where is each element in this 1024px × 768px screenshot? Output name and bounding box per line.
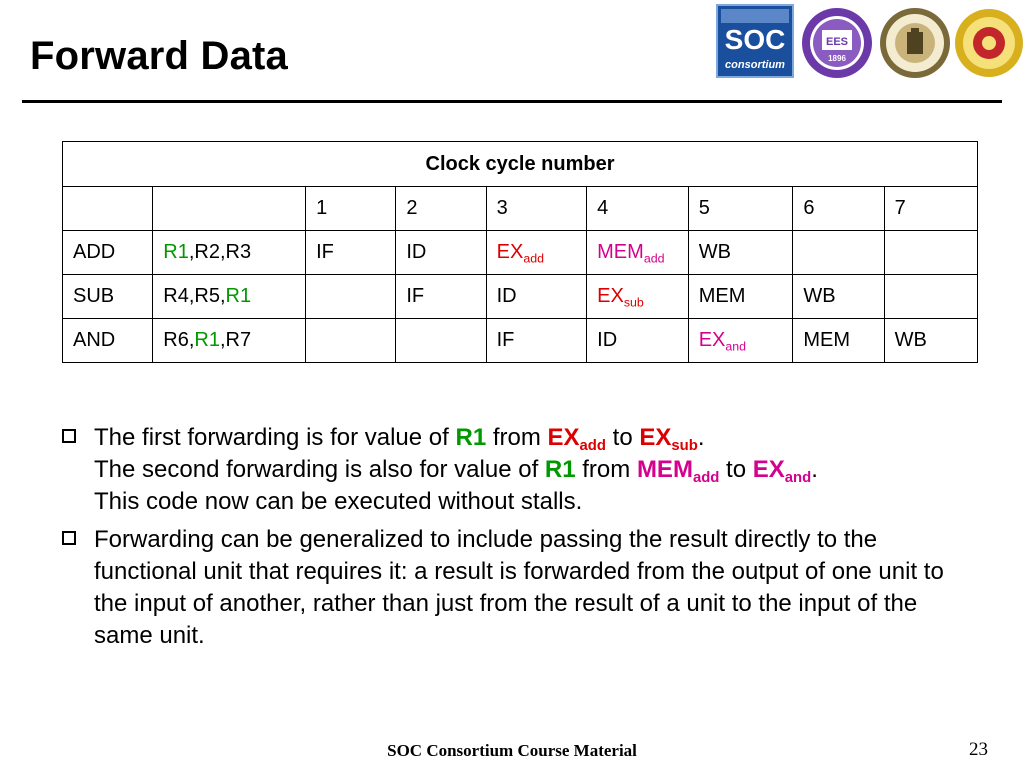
cycle-number: 4 bbox=[586, 186, 689, 231]
table-row-and: AND R6,R1,R7 IF ID EXand MEM WB bbox=[61, 318, 979, 363]
stage-ex: EX bbox=[752, 456, 785, 483]
stage-ex: EX bbox=[597, 285, 624, 307]
checkbox-bullet-icon bbox=[62, 531, 76, 545]
checkbox-bullet-icon bbox=[62, 429, 76, 443]
stage-ex: EX bbox=[496, 241, 524, 263]
stage-cell: ID bbox=[485, 274, 588, 319]
empty-cell bbox=[152, 186, 307, 231]
stage-mem: MEM bbox=[636, 456, 693, 483]
stage-ex: EX bbox=[698, 329, 726, 351]
bullet-item-first-forwarding: The first forwarding is for value of R1 … bbox=[62, 422, 962, 518]
register-r1: R1 bbox=[163, 241, 189, 263]
empty-cell bbox=[883, 230, 979, 275]
stage-cell: WB bbox=[687, 230, 794, 275]
empty-cell bbox=[305, 318, 397, 363]
register-r1: R1 bbox=[544, 456, 576, 483]
stage-cell: MEM bbox=[792, 318, 885, 363]
operand-text: R4,R5, bbox=[163, 285, 226, 307]
footer-text: SOC Consortium Course Material bbox=[387, 741, 637, 760]
cycle-number: 5 bbox=[687, 186, 794, 231]
stage-subscript: sub bbox=[623, 295, 644, 310]
operand-text: ,R2,R3 bbox=[188, 241, 252, 263]
cycle-number: 2 bbox=[395, 186, 487, 231]
instruction-op: SUB bbox=[61, 274, 154, 319]
stage-cell: EXsub bbox=[586, 274, 689, 319]
stage-cell: ID bbox=[395, 230, 487, 275]
stage-cell: MEM bbox=[687, 274, 794, 319]
clock-cycle-header: Clock cycle number bbox=[62, 141, 978, 187]
stage-cell: EXadd bbox=[485, 230, 588, 275]
university-seal-logo bbox=[880, 8, 950, 78]
register-r1: R1 bbox=[194, 329, 220, 351]
operand-text: ,R7 bbox=[219, 329, 252, 351]
soc-consortium-logo: SOC consortium bbox=[716, 4, 794, 78]
stage-subscript: add bbox=[643, 251, 665, 266]
instruction-operands: R1,R2,R3 bbox=[152, 230, 307, 275]
stage-subscript: add bbox=[523, 251, 544, 266]
stage-cell: IF bbox=[485, 318, 588, 363]
instruction-op: ADD bbox=[61, 230, 154, 275]
consortium-logo-text: consortium bbox=[725, 59, 785, 71]
table-header-row: Clock cycle number bbox=[62, 141, 978, 187]
cycle-number: 3 bbox=[485, 186, 588, 231]
empty-cell bbox=[395, 318, 487, 363]
year-logo-text: 1896 bbox=[828, 54, 846, 63]
empty-cell bbox=[61, 186, 154, 231]
cycle-number-row: 1 2 3 4 5 6 7 bbox=[61, 186, 979, 231]
table-row-sub: SUB R4,R5,R1 IF ID EXsub MEM WB bbox=[61, 274, 979, 319]
stage-cell: WB bbox=[883, 318, 979, 363]
title-divider bbox=[22, 100, 1002, 103]
stage-cell: MEMadd bbox=[586, 230, 689, 275]
bullet-item-generalized-forwarding: Forwarding can be generalized to include… bbox=[62, 524, 962, 652]
ees-logo-text: EES bbox=[826, 36, 848, 48]
empty-cell bbox=[792, 230, 885, 275]
page-number: 23 bbox=[969, 739, 988, 760]
soc-logo-text: SOC bbox=[725, 24, 786, 55]
empty-cell bbox=[883, 274, 979, 319]
stage-ex: EX bbox=[639, 424, 672, 451]
stage-cell: WB bbox=[792, 274, 885, 319]
stage-subscript: and bbox=[725, 339, 747, 354]
register-r1: R1 bbox=[225, 285, 252, 307]
stage-cell: IF bbox=[305, 230, 397, 275]
logo-strip: SOC consortium EES 1896 bbox=[716, 4, 1024, 80]
instruction-operands: R4,R5,R1 bbox=[152, 274, 307, 319]
register-r1: R1 bbox=[455, 424, 487, 451]
instruction-op: AND bbox=[61, 318, 154, 363]
empty-cell bbox=[305, 274, 397, 319]
stage-cell: ID bbox=[586, 318, 689, 363]
cycle-number: 6 bbox=[792, 186, 885, 231]
operand-text: R6, bbox=[163, 329, 195, 351]
bullet-list: The first forwarding is for value of R1 … bbox=[62, 422, 962, 658]
stage-cell: IF bbox=[395, 274, 487, 319]
cycle-number: 1 bbox=[305, 186, 397, 231]
cycle-number: 7 bbox=[883, 186, 979, 231]
pipeline-table: Clock cycle number 1 2 3 4 5 6 7 ADD R1,… bbox=[61, 141, 979, 363]
instruction-operands: R6,R1,R7 bbox=[152, 318, 307, 363]
slide-title: Forward Data bbox=[30, 34, 289, 78]
table-row-add: ADD R1,R2,R3 IF ID EXadd MEMadd WB bbox=[61, 230, 979, 275]
stage-ex: EX bbox=[547, 424, 580, 451]
stage-mem: MEM bbox=[597, 241, 644, 263]
stage-cell: EXand bbox=[687, 318, 794, 363]
institute-emblem-logo bbox=[955, 9, 1023, 77]
ees-1896-logo: EES 1896 bbox=[802, 8, 872, 78]
